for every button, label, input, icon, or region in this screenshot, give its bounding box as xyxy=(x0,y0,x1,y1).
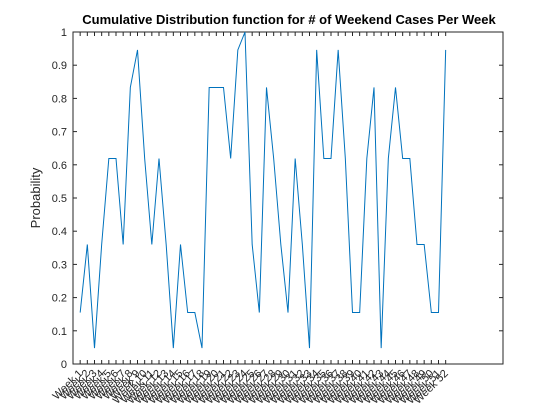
y-tick-label: 0 xyxy=(61,359,67,371)
y-tick-label: 0.9 xyxy=(52,60,67,72)
plot-area: 0 0.1 0.2 0.3 0.4 0.5 0.6 0.7 0.8 0.9 1 Week 1Week… xyxy=(51,27,504,407)
y-axis-label: Probability xyxy=(28,167,43,228)
y-tick-label: 1 xyxy=(61,27,67,39)
y-axis: 0 0.1 0.2 0.3 0.4 0.5 0.6 0.7 0.8 0.9 1 xyxy=(52,27,503,371)
y-tick-label: 0.7 xyxy=(52,127,67,139)
y-tick-label: 0.4 xyxy=(52,226,67,238)
y-tick-label: 0.3 xyxy=(52,259,67,271)
y-tick-label: 0.2 xyxy=(52,293,67,305)
y-tick-label: 0.6 xyxy=(52,160,67,172)
y-tick-label: 0.8 xyxy=(52,93,67,105)
y-tick-label: 0.5 xyxy=(52,193,67,205)
series-line xyxy=(79,31,447,349)
y-tick-label: 0.1 xyxy=(52,326,67,338)
axes-box xyxy=(72,31,504,365)
chart-title: Cumulative Distribution function for # o… xyxy=(82,12,496,27)
